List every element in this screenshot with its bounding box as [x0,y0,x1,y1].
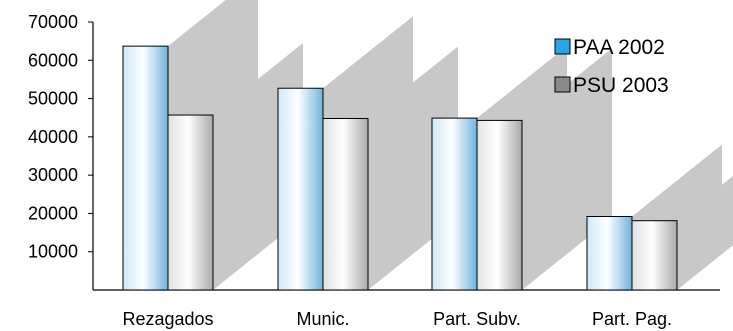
y-ticks: 10000 20000 30000 40000 50000 60000 70000 [28,12,93,262]
bar-paa-2002-1 [277,87,324,291]
bars [122,45,678,291]
y-tick-label: 60000 [28,50,78,70]
x-category-label: Rezagados [122,309,213,329]
legend-label-paa-2002: PAA 2002 [573,36,665,59]
bar-psu-2003-1 [322,117,369,291]
legend-swatch-paa-2002 [554,38,571,55]
y-tick-label: 20000 [28,203,78,223]
y-tick-label: 40000 [28,127,78,147]
bar-shadow [677,175,733,290]
legend-label-psu-2003: PSU 2003 [573,74,669,97]
bar-psu-2003-3 [631,220,678,291]
bar-psu-2003-2 [476,119,523,291]
x-category-label: Part. Pag. [592,309,672,329]
x-labels: Rezagados Munic. Part. Subv. Part. Pag. [122,309,672,329]
legend-swatch-psu-2003 [554,76,571,93]
x-category-label: Part. Subv. [433,309,521,329]
y-tick-label: 70000 [28,12,78,32]
bar-paa-2002-3 [586,215,633,291]
y-tick-label: 50000 [28,89,78,109]
bar-paa-2002-0 [122,45,169,291]
y-tick-label: 10000 [28,242,78,262]
legend: PAA 2002 PSU 2003 [554,36,669,97]
bar-paa-2002-2 [431,117,478,291]
bar-psu-2003-0 [167,114,214,291]
y-tick-label: 30000 [28,165,78,185]
x-category-label: Munic. [296,309,349,329]
